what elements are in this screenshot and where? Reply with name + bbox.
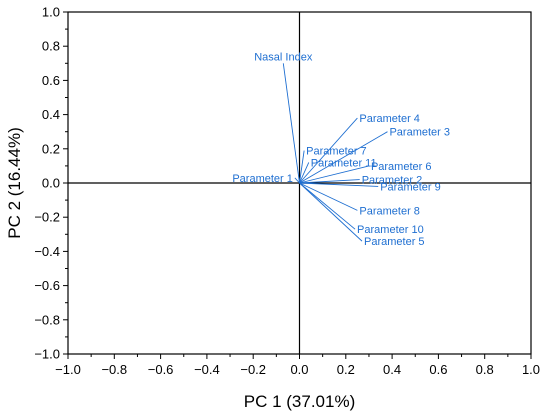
x-tick-label: −0.6 (148, 362, 174, 377)
vector-parameter-4 (299, 117, 358, 184)
x-tick-label: 0.2 (337, 362, 355, 377)
x-tick-label: 0.6 (429, 362, 447, 377)
vector-parameter-7 (299, 150, 305, 184)
x-tick-label: −0.8 (101, 362, 127, 377)
vector-label-parameter-5: Parameter 5 (364, 236, 425, 248)
vector-label-nasal-index: Nasal Index (254, 51, 313, 63)
vector-nasal-index (282, 63, 300, 184)
tick-marks (63, 11, 532, 359)
x-tick-labels: −1.0 −0.8 −0.6 −0.4 −0.2 0.0 0.2 0.4 0.6 0.8 1.0 (55, 362, 540, 377)
vector-label-parameter-3: Parameter 3 (389, 127, 450, 139)
x-tick-label: −0.4 (194, 362, 220, 377)
x-tick-label: 0.0 (290, 362, 308, 377)
vector-parameter-9 (299, 182, 379, 187)
vector-label-parameter-6: Parameter 6 (371, 161, 432, 173)
y-tick-label: −0.6 (34, 278, 60, 293)
vector-parameter-1 (294, 177, 300, 184)
y-tick-label: 0.8 (42, 39, 60, 54)
vector-label-parameter-1: Parameter 1 (232, 173, 293, 185)
x-tick-label: 0.4 (383, 362, 401, 377)
vector-parameter-10 (299, 182, 356, 230)
y-tick-labels: −1.0 −0.8 −0.6 −0.4 −0.2 0.0 0.2 0.4 0.6 0.8 1.0 (34, 5, 60, 362)
x-tick-label: 1.0 (522, 362, 540, 377)
y-tick-label: 0.6 (42, 73, 60, 88)
vector-parameter-5 (299, 182, 363, 242)
y-tick-label: −0.8 (34, 312, 60, 327)
vector-label-parameter-8: Parameter 8 (359, 205, 420, 217)
x-tick-label: −1.0 (55, 362, 81, 377)
x-axis-title: PC 1 (37.01%) (244, 392, 356, 411)
x-tick-label: −0.2 (240, 362, 266, 377)
vector-label-parameter-10: Parameter 10 (357, 224, 424, 236)
vector-label-parameter-9: Parameter 9 (380, 181, 441, 193)
y-tick-label: −0.4 (34, 244, 60, 259)
vector-parameter-8 (299, 182, 358, 211)
y-tick-label: 0.2 (42, 141, 60, 156)
y-tick-label: 0.4 (42, 107, 60, 122)
y-axis-title: PC 2 (16.44%) (5, 127, 24, 239)
y-tick-label: 1.0 (42, 5, 60, 20)
vector-label-parameter-7: Parameter 7 (306, 146, 367, 158)
vector-label-parameter-11: Parameter 11 (311, 157, 377, 169)
y-tick-label: −1.0 (34, 347, 60, 362)
vector-parameter-6 (299, 165, 370, 184)
vector-parameter-2 (299, 179, 360, 184)
vector-label-parameter-4: Parameter 4 (359, 113, 420, 125)
vector-parameter-11 (299, 162, 310, 184)
y-tick-label: 0.0 (42, 176, 60, 191)
vector-label-parameter-2: Parameter 2 (362, 175, 423, 187)
loading-vectors: Nasal Index Parameter 4 Parameter 3 Paramet… (232, 51, 450, 248)
vector-parameter-3 (299, 131, 388, 184)
y-tick-label: −0.2 (34, 210, 60, 225)
x-tick-label: 0.8 (476, 362, 494, 377)
